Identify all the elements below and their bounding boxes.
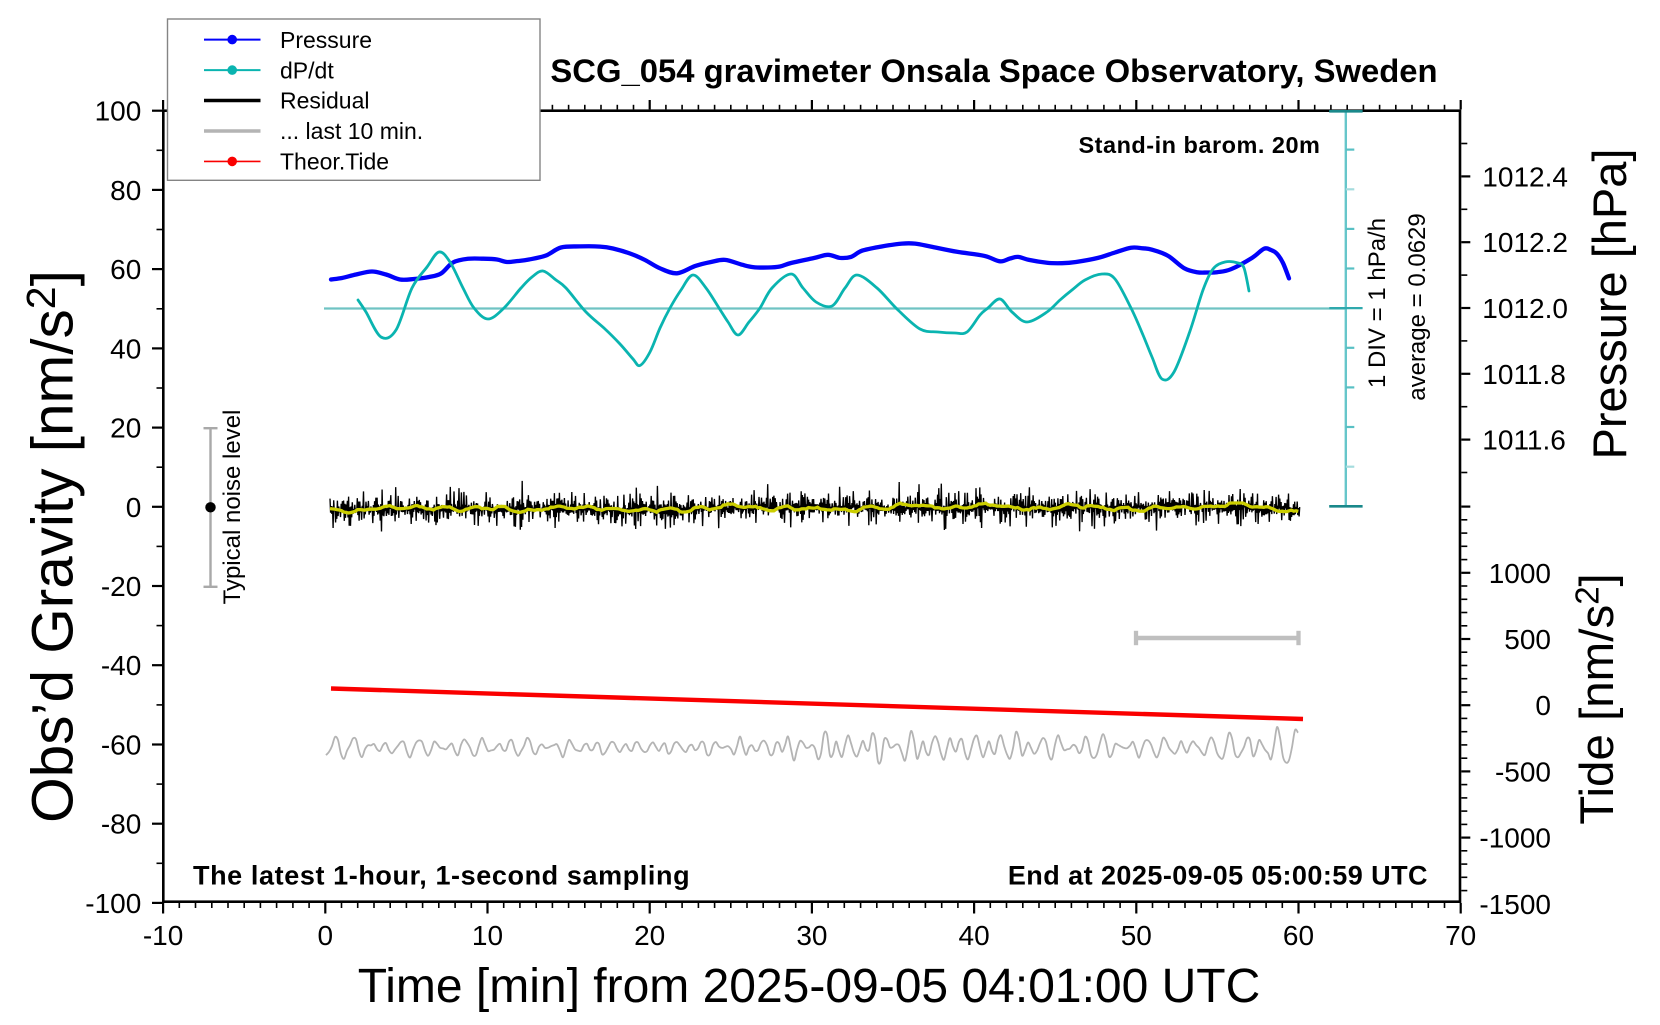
svg-text:60: 60 — [1283, 920, 1314, 951]
svg-text:10: 10 — [472, 920, 503, 951]
svg-text:1 DIV = 1 hPa/h: 1 DIV = 1 hPa/h — [1364, 218, 1391, 388]
svg-text:40: 40 — [959, 920, 990, 951]
svg-text:60: 60 — [110, 254, 141, 285]
svg-text:80: 80 — [110, 175, 141, 206]
svg-text:20: 20 — [634, 920, 665, 951]
svg-text:1012.2: 1012.2 — [1482, 227, 1568, 258]
svg-text:1012.4: 1012.4 — [1482, 161, 1568, 192]
svg-text:-500: -500 — [1495, 756, 1551, 787]
svg-text:1011.8: 1011.8 — [1482, 359, 1566, 390]
svg-text:average = 0.0629: average = 0.0629 — [1404, 213, 1431, 401]
svg-text:... last 10 min.: ... last 10 min. — [280, 118, 423, 144]
svg-text:-40: -40 — [101, 650, 141, 681]
svg-text:Theor.Tide: Theor.Tide — [280, 149, 389, 175]
svg-text:Residual: Residual — [280, 88, 370, 114]
svg-text:1012.0: 1012.0 — [1482, 293, 1568, 324]
svg-text:100: 100 — [95, 96, 142, 127]
svg-text:70: 70 — [1445, 920, 1476, 951]
svg-text:1000: 1000 — [1489, 558, 1551, 589]
svg-text:-100: -100 — [85, 888, 141, 919]
svg-text:Stand-in barom. 20m: Stand-in barom. 20m — [1079, 132, 1321, 158]
svg-text:Time [min] from 2025-09-05 04:: Time [min] from 2025-09-05 04:01:00 UTC — [358, 960, 1261, 1013]
svg-text:50: 50 — [1121, 920, 1152, 951]
svg-text:Typical noise level: Typical noise level — [219, 410, 246, 605]
svg-text:0: 0 — [126, 492, 142, 523]
svg-text:500: 500 — [1504, 624, 1551, 655]
svg-text:-20: -20 — [101, 571, 141, 602]
svg-text:Pressure: Pressure — [280, 27, 372, 53]
svg-text:-80: -80 — [101, 809, 141, 840]
svg-text:-1500: -1500 — [1479, 889, 1551, 920]
svg-text:-1000: -1000 — [1479, 823, 1551, 854]
svg-text:-60: -60 — [101, 730, 141, 761]
svg-text:dP/dt: dP/dt — [280, 57, 334, 83]
svg-text:30: 30 — [796, 920, 827, 951]
svg-text:Pressure [hPa]: Pressure [hPa] — [1583, 149, 1636, 460]
svg-text:Tide [nm/s2]: Tide [nm/s2] — [1569, 573, 1625, 825]
svg-text:-10: -10 — [143, 920, 183, 951]
svg-text:SCG_054 gravimeter Onsala Spac: SCG_054 gravimeter Onsala Space Observat… — [550, 52, 1437, 89]
svg-text:Obs’d Gravity [nm/s2]: Obs’d Gravity [nm/s2] — [18, 270, 86, 823]
svg-text:20: 20 — [110, 413, 141, 444]
svg-text:End at 2025-09-05 05:00:59 UTC: End at 2025-09-05 05:00:59 UTC — [1008, 861, 1428, 891]
svg-text:The latest 1-hour, 1-second sa: The latest 1-hour, 1-second sampling — [193, 861, 690, 891]
svg-text:0: 0 — [1535, 690, 1551, 721]
svg-text:40: 40 — [110, 333, 141, 364]
svg-text:0: 0 — [318, 920, 334, 951]
svg-text:1011.6: 1011.6 — [1482, 425, 1566, 456]
